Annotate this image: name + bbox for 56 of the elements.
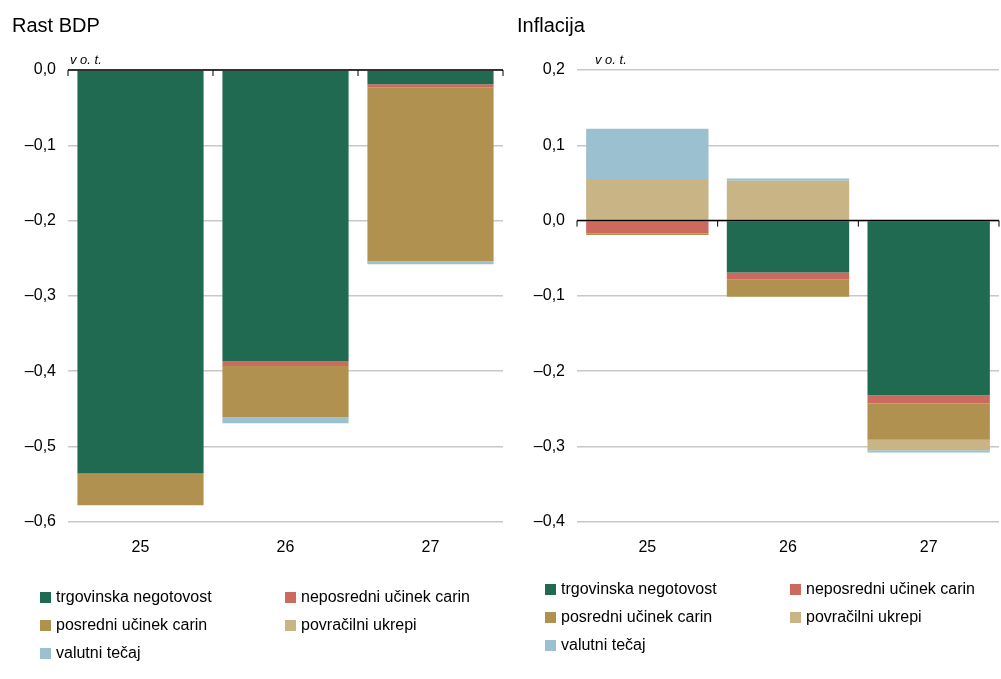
legend-label: posredni učinek carin [561, 608, 713, 626]
y-tick-label: –0,5 [24, 436, 57, 454]
legend-label: trgovinska negotovost [561, 580, 717, 598]
bar [222, 365, 349, 418]
bar [867, 221, 990, 396]
legend-label: valutni tečaj [561, 636, 646, 654]
legend-label: povračilni ukrepi [301, 616, 417, 634]
bar [586, 179, 709, 220]
y-tick-label: –0,4 [533, 512, 566, 530]
bar [222, 417, 349, 424]
bar [586, 221, 709, 234]
x-tick-label: 26 [779, 537, 797, 555]
bar [726, 279, 850, 297]
y-tick-label: –0,1 [24, 135, 57, 153]
bar [726, 178, 850, 181]
bar [367, 84, 494, 88]
y-axis-title: v o. t. [595, 52, 627, 68]
x-tick-label: 25 [131, 537, 150, 555]
bar [867, 439, 990, 451]
y-tick-label: –0,3 [533, 436, 566, 454]
x-tick-label: 26 [276, 537, 295, 555]
bar [867, 403, 990, 440]
legend-label: povračilni ukrepi [806, 608, 922, 626]
y-tick-label: –0,3 [24, 286, 57, 304]
y-tick-label: –0,2 [533, 361, 566, 379]
bar [77, 70, 204, 474]
chart-title: Rast BDP [12, 14, 100, 37]
y-tick-label: 0,0 [33, 60, 57, 78]
bar [867, 450, 990, 453]
legend-label: neposredni učinek carin [806, 580, 975, 598]
y-tick-label: 0,1 [542, 135, 566, 153]
y-tick-label: –0,4 [24, 361, 57, 379]
y-axis-title: v o. t. [70, 52, 102, 68]
x-tick-label: 27 [421, 537, 440, 555]
bar [367, 87, 494, 262]
bar [726, 180, 850, 220]
legend-label: posredni učinek carin [56, 616, 208, 634]
y-tick-label: –0,1 [533, 286, 566, 304]
bar [867, 395, 990, 404]
chart-title: Inflacija [517, 14, 585, 37]
x-tick-label: 25 [638, 537, 657, 555]
x-tick-label: 27 [919, 537, 938, 555]
bar [586, 128, 709, 180]
legend-label: neposredni učinek carin [301, 588, 470, 606]
bar [222, 361, 349, 366]
y-tick-label: 0,2 [542, 60, 566, 78]
bar [222, 70, 349, 362]
y-tick-label: 0,0 [542, 211, 566, 229]
legend-label: valutni tečaj [56, 644, 141, 662]
bar [726, 221, 850, 273]
y-tick-label: –0,6 [24, 512, 57, 530]
bar [77, 473, 204, 506]
legend-label: trgovinska negotovost [56, 588, 212, 606]
bar [367, 70, 494, 85]
y-tick-label: –0,2 [24, 211, 57, 229]
bar [367, 261, 494, 265]
